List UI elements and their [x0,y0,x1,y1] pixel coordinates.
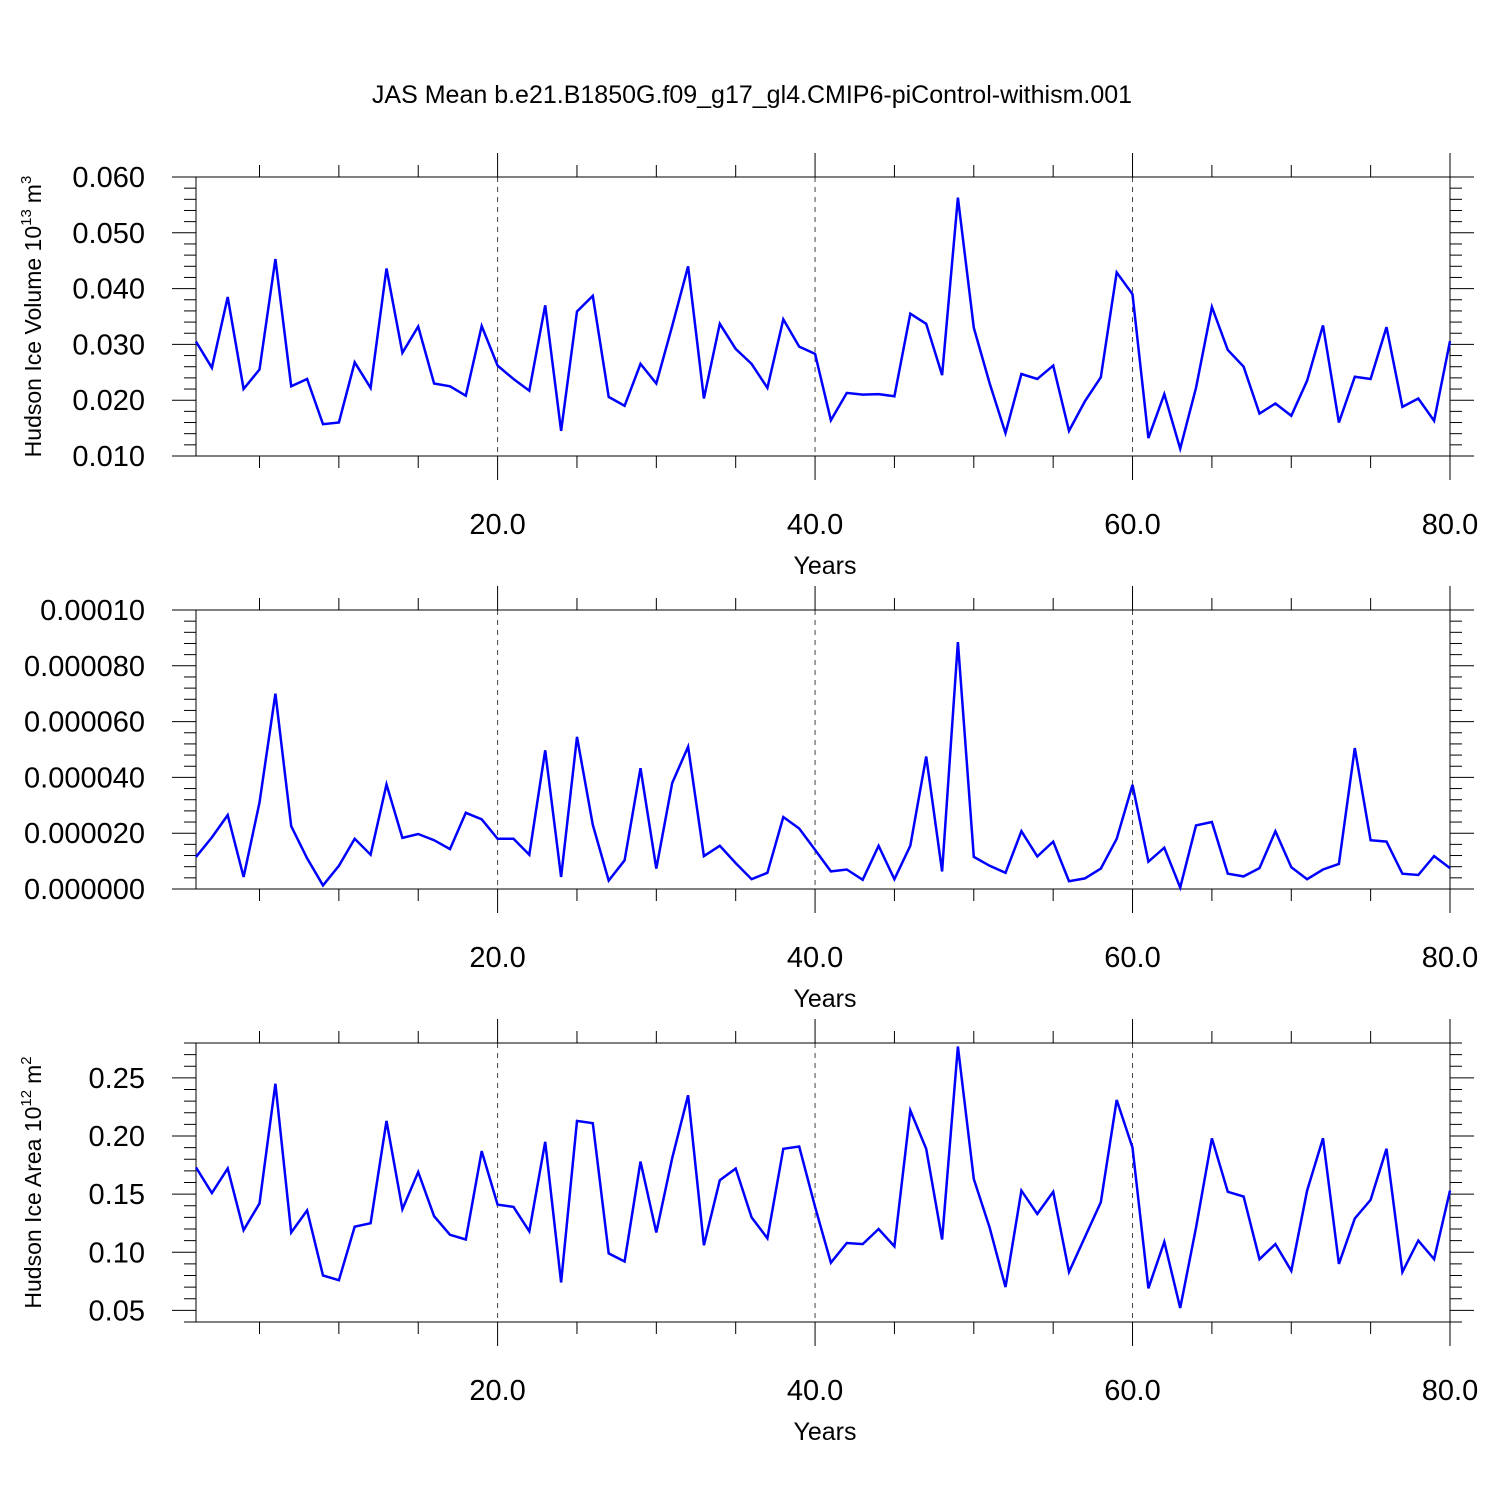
panel-1: 20.0 40.0 60.0 80.0 Years 0.010 0.020 0.030 0.04… [18,153,1478,580]
y-tick-label: 0.000040 [24,762,145,794]
y-tick-label: 0.000020 [24,818,145,850]
chart-title: JAS Mean b.e21.B1850G.f09_g17_gl4.CMIP6-… [372,81,1132,109]
y-tick-label: 0.000060 [24,707,145,739]
x-axis-label: Years [793,552,856,580]
y-tick-label: 0.000000 [24,874,145,906]
y-axis-label-exponent: 13 [18,209,35,226]
x-tick-label: 20.0 [469,1375,525,1407]
x-tick-label: 40.0 [787,509,843,541]
y-axis-label-unit-exponent: 2 [18,1056,35,1064]
y-tick-label: 0.05 [89,1295,145,1327]
y-axis-label: Hudson Ice Volume 1013 m3 [18,176,46,458]
y-tick-label: 0.010 [72,441,145,473]
y-tick-label: 0.050 [72,218,145,250]
panels: 20.0 40.0 60.0 80.0 Years 0.010 0.020 0.030 0.04… [18,153,1478,1446]
y-tick-label: 0.000080 [24,651,145,683]
x-tick-label: 40.0 [787,1375,843,1407]
plot-frame [195,609,1451,890]
x-tick-label: 80.0 [1422,509,1478,541]
x-tick-label: 20.0 [469,942,525,974]
y-axis-label-text: Hudson Ice Volume 10 [20,226,46,457]
x-tick-label: 60.0 [1104,942,1160,974]
y-tick-label: 0.10 [89,1237,145,1269]
y-tick-label: 0.00010 [40,595,145,627]
y-axis-label-unit: m [20,184,46,203]
panel-2: 20.0 40.0 60.0 80.0 Years 0.000000 0.000020 0.0… [24,586,1478,1013]
y-tick-label: 0.25 [89,1063,145,1095]
series-line [195,642,1451,892]
y-axis-label-text: Hudson Ice Area 10 [20,1107,46,1309]
y-tick-label: 0.030 [72,329,145,361]
x-tick-label: 60.0 [1104,1375,1160,1407]
series-line [194,197,1452,454]
x-tick-label: 40.0 [787,942,843,974]
x-tick-label: 80.0 [1422,942,1478,974]
y-tick-label: 0.020 [72,385,145,417]
x-tick-label: 20.0 [469,509,525,541]
x-axis-label: Years [793,985,856,1013]
series-line [194,1046,1452,1309]
y-tick-label: 0.060 [72,162,145,194]
x-tick-label: 60.0 [1104,509,1160,541]
panel-3: 20.0 40.0 60.0 80.0 Years 0.05 0.10 0.15 0.20 0.2… [18,1019,1478,1446]
plot-frame [195,1042,1451,1323]
y-tick-label: 0.20 [89,1121,145,1153]
y-axis-label: Hudson Ice Area 1012 m2 [18,1056,46,1308]
x-tick-label: 80.0 [1422,1375,1478,1407]
y-axis-label-exponent: 12 [18,1090,35,1107]
y-axis-label-unit-exponent: 3 [18,176,35,184]
y-tick-label: 0.040 [72,274,145,306]
y-axis-label-unit: m [20,1065,46,1084]
y-tick-label: 0.15 [89,1179,145,1211]
plot-frame [195,176,1451,457]
x-axis-label: Years [793,1418,856,1446]
